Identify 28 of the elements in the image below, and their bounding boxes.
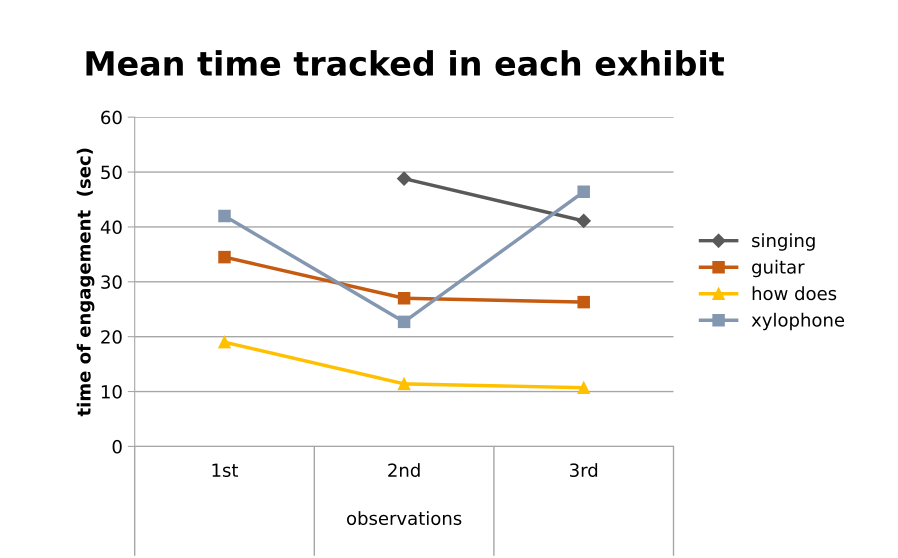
- point: [398, 378, 410, 390]
- y-tick-label: 60: [101, 110, 122, 124]
- legend-label: guitar: [752, 260, 805, 278]
- y-tick-label: 20: [101, 330, 122, 344]
- y-tick-label: 50: [101, 166, 122, 180]
- chart-title: Mean time tracked in each exhibit: [86, 50, 724, 76]
- point: [577, 186, 590, 198]
- x-axis-title: observations: [347, 511, 462, 526]
- x-tick-label: 1st: [212, 464, 238, 478]
- y-tick-label: 0: [112, 440, 122, 454]
- point: [398, 292, 410, 304]
- point: [577, 296, 590, 308]
- y-tick-label: 10: [102, 384, 122, 399]
- point: [576, 214, 591, 228]
- point: [577, 381, 590, 394]
- legend-label: singing: [752, 233, 815, 251]
- legend-label: xylophone: [752, 312, 844, 330]
- point: [218, 250, 231, 264]
- point: [397, 172, 412, 186]
- point: [218, 336, 231, 348]
- x-tick-label: 2nd: [388, 463, 420, 478]
- y-tick-label: 40: [100, 220, 122, 234]
- y-tick-label: 30: [101, 275, 122, 289]
- point: [398, 316, 410, 328]
- legend-label: how does: [752, 286, 836, 300]
- point: [218, 210, 231, 222]
- x-tick-label: 3rd: [570, 463, 598, 478]
- y-axis-title: time of engagement (sec): [76, 148, 94, 416]
